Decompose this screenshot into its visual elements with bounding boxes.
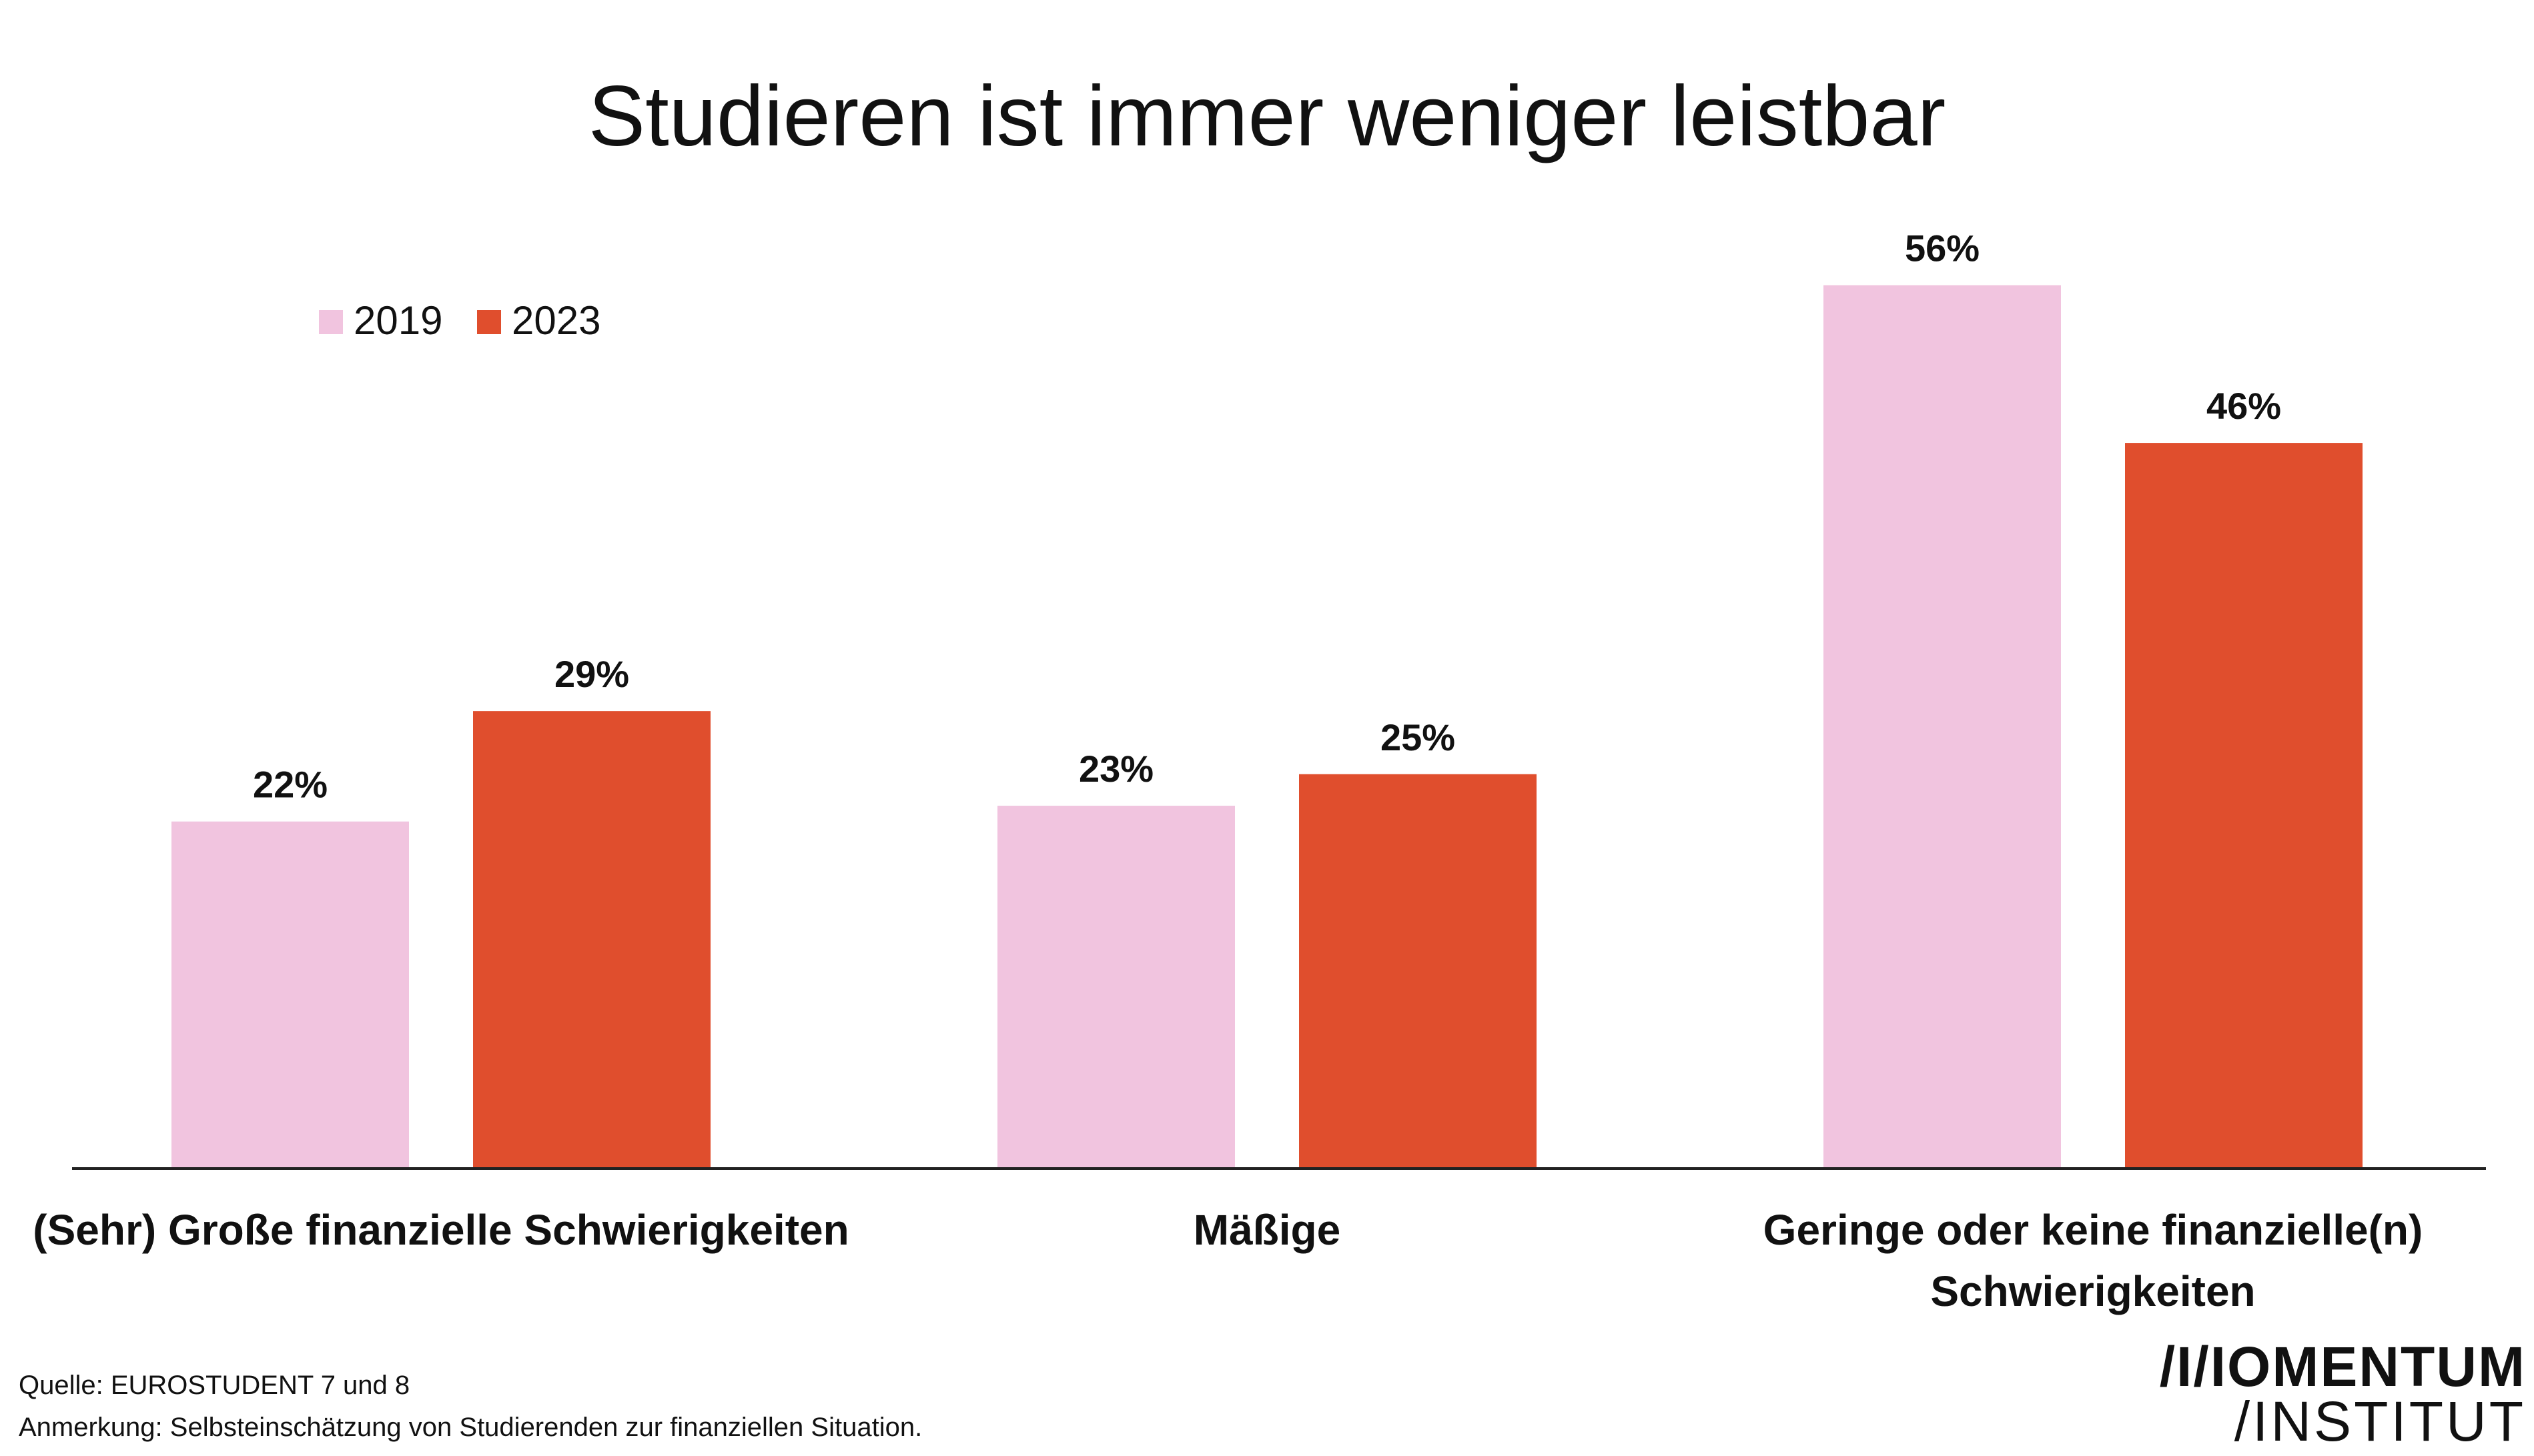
remark-note: Anmerkung: Selbsteinschätzung von Studie… [19,1413,922,1442]
bar-2023-cat2 [2125,443,2363,1169]
value-label-2019-cat2: 56% [1905,227,1980,269]
category-label-1-line0: Mäßige [1194,1206,1340,1254]
bar-2019-cat1 [997,806,1235,1169]
bar-2023-cat0 [473,711,711,1169]
bars-layer [171,285,2363,1169]
bar-2019-cat0 [171,821,409,1169]
value-label-2023-cat0: 29% [554,653,629,695]
value-label-2023-cat2: 46% [2206,385,2281,427]
value-labels-layer: 22% 29% 23% 25% 56% 46% [253,227,2281,806]
bar-2023-cat1 [1299,774,1537,1169]
legend-swatch-2019 [319,310,343,334]
category-label-2-line1: Schwierigkeiten [1930,1267,2255,1315]
category-label-0-line0: (Sehr) Große finanzielle Schwierigkeiten [33,1206,849,1254]
legend: 2019 2023 [319,298,600,343]
logo-line1: /I/IOMENTUM [2160,1335,2526,1398]
bar-2019-cat2 [1823,285,2061,1169]
category-label-2-line0: Geringe oder keine finanzielle(n) [1763,1206,2423,1254]
category-labels-layer: (Sehr) Große finanzielle Schwierigkeiten… [33,1206,2423,1315]
legend-label-2019: 2019 [354,298,442,343]
momentum-logo: /I/IOMENTUM /INSTITUT [2160,1335,2526,1453]
source-note: Quelle: EUROSTUDENT 7 und 8 [19,1371,410,1400]
chart-title: Studieren ist immer weniger leistbar [588,69,1946,164]
value-label-2019-cat1: 23% [1079,748,1154,790]
value-label-2023-cat1: 25% [1380,716,1455,758]
logo-line2: /INSTITUT [2234,1390,2526,1453]
value-label-2019-cat0: 22% [253,764,328,806]
legend-label-2023: 2023 [512,298,600,343]
legend-swatch-2023 [477,310,501,334]
